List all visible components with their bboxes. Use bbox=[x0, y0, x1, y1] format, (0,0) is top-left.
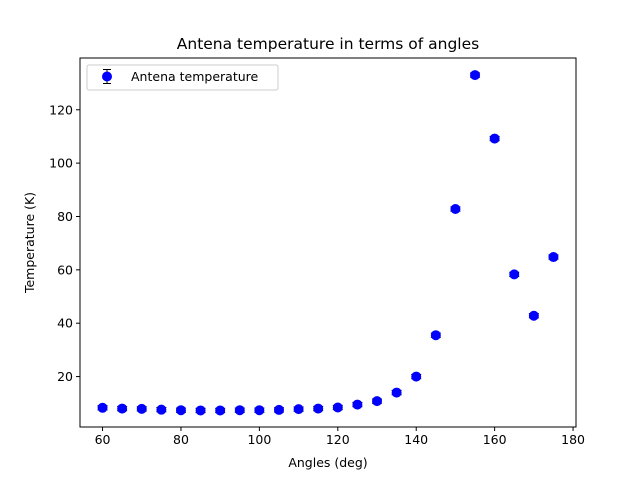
legend-label: Antena temperature bbox=[131, 69, 259, 84]
data-point bbox=[175, 405, 186, 416]
data-point bbox=[489, 133, 500, 144]
data-marker bbox=[254, 405, 265, 416]
data-point bbox=[195, 405, 206, 416]
data-point bbox=[273, 404, 284, 415]
data-point bbox=[156, 404, 167, 415]
legend-box bbox=[86, 64, 279, 91]
data-point bbox=[450, 204, 461, 215]
data-point bbox=[411, 371, 422, 382]
legend-marker bbox=[102, 69, 112, 84]
data-marker bbox=[195, 405, 206, 416]
data-marker bbox=[234, 405, 245, 416]
y-tick-label: 120 bbox=[49, 102, 73, 117]
y-axis: 20 40 60 80 100 120 bbox=[49, 102, 80, 384]
data-point bbox=[509, 269, 520, 280]
data-marker bbox=[548, 252, 559, 263]
data-marker bbox=[117, 403, 128, 414]
y-tick-label: 40 bbox=[57, 316, 73, 331]
data-point bbox=[254, 405, 265, 416]
data-point bbox=[332, 402, 343, 413]
x-tick-label: 100 bbox=[247, 432, 271, 447]
data-marker bbox=[470, 70, 481, 81]
data-point bbox=[293, 404, 304, 415]
y-axis-label: Temperature (K) bbox=[22, 192, 37, 294]
data-point bbox=[372, 396, 383, 407]
data-marker bbox=[391, 387, 402, 398]
data-point bbox=[548, 252, 559, 263]
data-marker bbox=[430, 330, 441, 341]
x-tick-label: 80 bbox=[173, 432, 189, 447]
data-point bbox=[430, 330, 441, 341]
data-marker bbox=[372, 396, 383, 407]
x-tick-label: 160 bbox=[483, 432, 507, 447]
legend: Antena temperature bbox=[86, 64, 279, 91]
x-axis-label: Angles (deg) bbox=[288, 455, 367, 470]
data-point bbox=[470, 70, 481, 81]
x-tick-label: 60 bbox=[95, 432, 111, 447]
data-marker bbox=[313, 403, 324, 414]
data-point bbox=[391, 387, 402, 398]
data-marker bbox=[411, 371, 422, 382]
data-point bbox=[352, 399, 363, 410]
y-tick-label: 60 bbox=[57, 262, 73, 277]
x-axis: 60 80 100 120 140 160 180 bbox=[95, 427, 585, 447]
data-marker bbox=[215, 405, 226, 416]
data-point bbox=[528, 310, 539, 321]
data-point bbox=[215, 405, 226, 416]
data-marker bbox=[273, 404, 284, 415]
data-marker bbox=[175, 405, 186, 416]
data-marker bbox=[509, 269, 520, 280]
data-point bbox=[117, 403, 128, 414]
data-marker bbox=[332, 402, 343, 413]
data-point bbox=[234, 405, 245, 416]
x-tick-label: 120 bbox=[326, 432, 350, 447]
data-marker bbox=[528, 310, 539, 321]
y-tick-label: 20 bbox=[57, 369, 73, 384]
data-point bbox=[136, 403, 147, 414]
data-point bbox=[97, 402, 108, 413]
y-tick-label: 80 bbox=[57, 209, 73, 224]
data-point bbox=[313, 403, 324, 414]
data-marker bbox=[156, 404, 167, 415]
x-tick-label: 140 bbox=[404, 432, 428, 447]
chart-title: Antena temperature in terms of angles bbox=[177, 35, 479, 53]
x-tick-label: 180 bbox=[561, 432, 585, 447]
data-marker bbox=[97, 402, 108, 413]
data-marker bbox=[136, 403, 147, 414]
plot-area bbox=[97, 70, 559, 416]
data-marker bbox=[450, 204, 461, 215]
data-marker bbox=[293, 404, 304, 415]
data-marker bbox=[352, 399, 363, 410]
axes-frame bbox=[79, 57, 577, 428]
y-tick-label: 100 bbox=[49, 156, 73, 171]
data-marker bbox=[489, 133, 500, 144]
